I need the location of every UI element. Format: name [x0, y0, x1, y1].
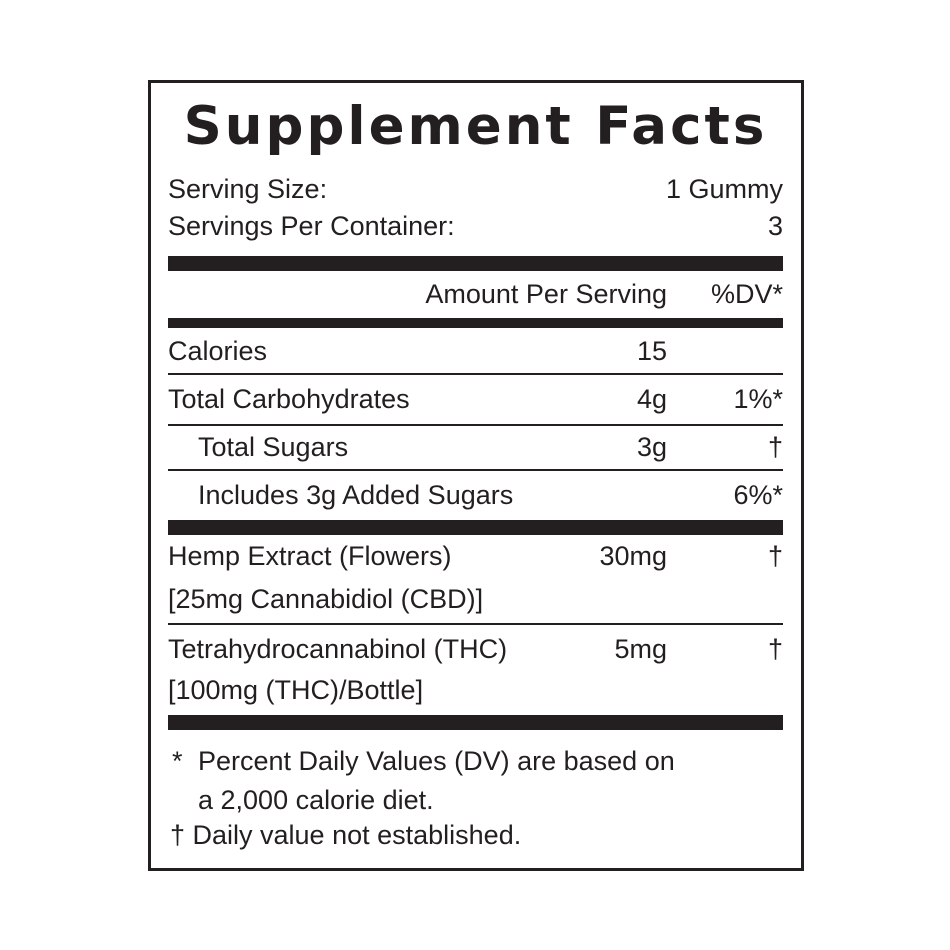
- row-sugars-dv: †: [767, 432, 783, 462]
- row-calories-name: Calories: [168, 336, 268, 366]
- footnote-asterisk-line2: a 2,000 calorie diet.: [198, 785, 434, 815]
- serving-size-value: 1 Gummy: [665, 174, 783, 204]
- divider-thin: [168, 373, 783, 375]
- row-sugars-name: Total Sugars: [198, 432, 349, 462]
- row-thc-name: Tetrahydrocannabinol (THC): [168, 634, 508, 664]
- divider-thick: [168, 520, 783, 535]
- row-thc-sub: [100mg (THC)/Bottle]: [168, 675, 424, 705]
- row-calories-amount: 15: [636, 336, 667, 366]
- amount-per-serving-header: Amount Per Serving: [425, 279, 667, 309]
- panel-title: Supplement Facts: [183, 96, 768, 157]
- servings-per-container-label: Servings Per Container:: [168, 211, 455, 241]
- row-carbs-amount: 4g: [636, 384, 667, 414]
- row-hemp-amount: 30mg: [599, 541, 667, 571]
- row-hemp-name: Hemp Extract (Flowers): [168, 541, 452, 571]
- footnote-asterisk-line1: Percent Daily Values (DV) are based on: [198, 746, 675, 776]
- row-hemp-dv: †: [767, 541, 783, 571]
- row-sugars-amount: 3g: [636, 432, 667, 462]
- divider-thin: [168, 424, 783, 426]
- serving-size-label: Serving Size:: [168, 174, 328, 204]
- footnote-dagger: † Daily value not established.: [170, 820, 522, 850]
- supplement-facts-panel: [148, 80, 804, 871]
- row-thc-dv: †: [767, 634, 783, 664]
- row-added-sugars-name: Includes 3g Added Sugars: [198, 480, 514, 510]
- dv-header: %DV*: [710, 279, 783, 309]
- divider-thin: [168, 469, 783, 471]
- divider-thin: [168, 623, 783, 625]
- row-carbs-dv: 1%*: [733, 384, 783, 414]
- row-hemp-sub: [25mg Cannabidiol (CBD)]: [168, 584, 484, 614]
- servings-per-container-value: 3: [767, 211, 783, 241]
- divider-thick: [168, 715, 783, 730]
- divider-medium: [168, 318, 783, 328]
- footnote-asterisk-mark: *: [172, 746, 183, 776]
- row-added-sugars-dv: 6%*: [733, 480, 783, 510]
- divider-thick: [168, 256, 783, 271]
- row-carbs-name: Total Carbohydrates: [168, 384, 410, 414]
- row-thc-amount: 5mg: [614, 634, 667, 664]
